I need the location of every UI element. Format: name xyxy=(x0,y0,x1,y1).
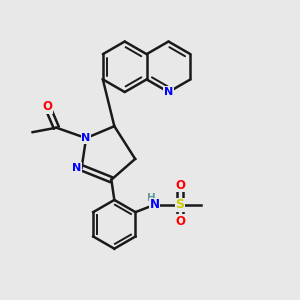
Text: N: N xyxy=(164,87,173,97)
Text: O: O xyxy=(175,179,185,192)
Text: H: H xyxy=(147,193,156,203)
Text: N: N xyxy=(150,198,160,211)
Text: N: N xyxy=(82,133,91,143)
Text: O: O xyxy=(175,214,185,227)
Text: O: O xyxy=(43,100,52,113)
Text: N: N xyxy=(72,163,82,173)
Text: S: S xyxy=(176,198,184,211)
